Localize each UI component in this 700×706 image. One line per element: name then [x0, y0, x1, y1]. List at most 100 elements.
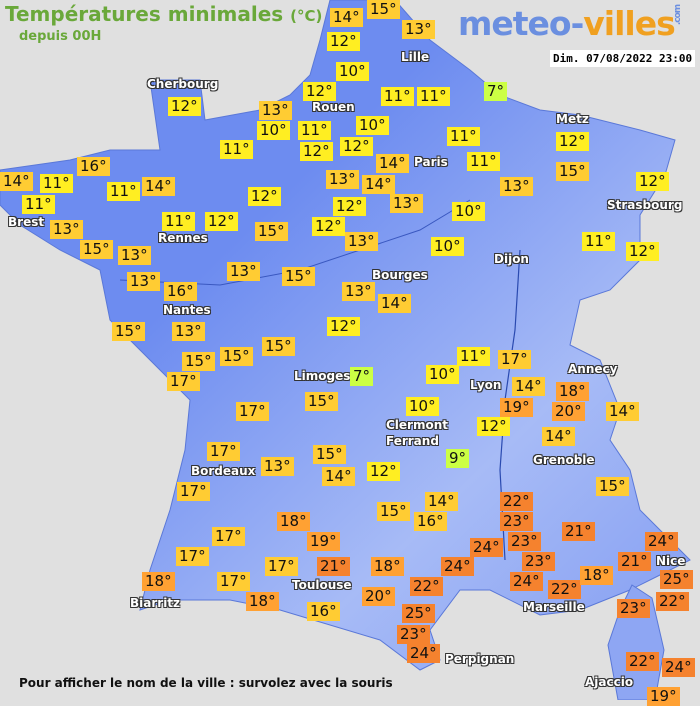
temperature-marker[interactable]: 17° [217, 572, 250, 591]
temperature-marker[interactable]: 12° [312, 217, 345, 236]
temperature-marker[interactable]: 17° [265, 557, 298, 576]
temperature-marker[interactable]: 16° [164, 282, 197, 301]
temperature-marker[interactable]: 15° [182, 352, 215, 371]
temperature-marker[interactable]: 18° [556, 382, 589, 401]
temperature-marker[interactable]: 15° [262, 337, 295, 356]
temperature-marker[interactable]: 21° [317, 557, 350, 576]
temperature-marker[interactable]: 22° [548, 580, 581, 599]
temperature-marker[interactable]: 11° [22, 195, 55, 214]
temperature-marker[interactable]: 19° [647, 687, 680, 706]
temperature-marker[interactable]: 15° [367, 0, 400, 19]
temperature-marker[interactable]: 14° [378, 294, 411, 313]
temperature-marker[interactable]: 23° [500, 512, 533, 531]
temperature-marker[interactable]: 22° [410, 577, 443, 596]
temperature-marker[interactable]: 10° [356, 116, 389, 135]
temperature-marker[interactable]: 7° [484, 82, 508, 101]
temperature-marker[interactable]: 16° [414, 512, 447, 531]
temperature-marker[interactable]: 15° [80, 240, 113, 259]
temperature-marker[interactable]: 15° [220, 347, 253, 366]
temperature-marker[interactable]: 10° [257, 121, 290, 140]
temperature-marker[interactable]: 11° [467, 152, 500, 171]
temperature-marker[interactable]: 17° [177, 482, 210, 501]
temperature-marker[interactable]: 16° [307, 602, 340, 621]
temperature-marker[interactable]: 11° [447, 127, 480, 146]
temperature-marker[interactable]: 18° [142, 572, 175, 591]
temperature-marker[interactable]: 13° [118, 246, 151, 265]
temperature-marker[interactable]: 12° [205, 212, 238, 231]
temperature-marker[interactable]: 11° [298, 121, 331, 140]
temperature-marker[interactable]: 7° [350, 367, 374, 386]
temperature-marker[interactable]: 13° [326, 170, 359, 189]
temperature-marker[interactable]: 22° [656, 592, 689, 611]
temperature-marker[interactable]: 15° [556, 162, 589, 181]
temperature-marker[interactable]: 24° [645, 532, 678, 551]
temperature-marker[interactable]: 9° [446, 449, 470, 468]
temperature-marker[interactable]: 15° [313, 445, 346, 464]
temperature-marker[interactable]: 15° [282, 267, 315, 286]
temperature-marker[interactable]: 14° [512, 377, 545, 396]
temperature-marker[interactable]: 24° [662, 658, 695, 677]
temperature-marker[interactable]: 10° [336, 62, 369, 81]
temperature-marker[interactable]: 15° [596, 477, 629, 496]
temperature-marker[interactable]: 11° [162, 212, 195, 231]
temperature-marker[interactable]: 12° [556, 132, 589, 151]
temperature-marker[interactable]: 17° [167, 372, 200, 391]
temperature-marker[interactable]: 13° [227, 262, 260, 281]
temperature-marker[interactable]: 12° [168, 97, 201, 116]
temperature-marker[interactable]: 14° [0, 172, 33, 191]
temperature-marker[interactable]: 18° [246, 592, 279, 611]
temperature-marker[interactable]: 20° [552, 402, 585, 421]
temperature-marker[interactable]: 11° [40, 174, 73, 193]
temperature-marker[interactable]: 11° [220, 140, 253, 159]
temperature-marker[interactable]: 22° [500, 492, 533, 511]
temperature-marker[interactable]: 12° [477, 417, 510, 436]
temperature-marker[interactable]: 12° [327, 32, 360, 51]
temperature-marker[interactable]: 25° [402, 604, 435, 623]
temperature-marker[interactable]: 17° [236, 402, 269, 421]
temperature-marker[interactable]: 20° [362, 587, 395, 606]
temperature-marker[interactable]: 14° [425, 492, 458, 511]
temperature-marker[interactable]: 11° [107, 182, 140, 201]
temperature-marker[interactable]: 10° [431, 237, 464, 256]
temperature-marker[interactable]: 13° [342, 282, 375, 301]
temperature-marker[interactable]: 12° [248, 187, 281, 206]
temperature-marker[interactable]: 23° [617, 599, 650, 618]
temperature-marker[interactable]: 19° [307, 532, 340, 551]
temperature-marker[interactable]: 13° [172, 322, 205, 341]
temperature-marker[interactable]: 25° [660, 570, 693, 589]
temperature-marker[interactable]: 12° [300, 142, 333, 161]
temperature-marker[interactable]: 18° [277, 512, 310, 531]
temperature-marker[interactable]: 12° [626, 242, 659, 261]
temperature-marker[interactable]: 23° [522, 552, 555, 571]
temperature-marker[interactable]: 15° [305, 392, 338, 411]
temperature-marker[interactable]: 24° [470, 538, 503, 557]
temperature-marker[interactable]: 14° [606, 402, 639, 421]
temperature-marker[interactable]: 14° [362, 175, 395, 194]
temperature-marker[interactable]: 24° [407, 644, 440, 663]
temperature-marker[interactable]: 12° [333, 197, 366, 216]
logo[interactable]: meteo-villes .com [458, 4, 684, 43]
temperature-marker[interactable]: 21° [618, 552, 651, 571]
temperature-marker[interactable]: 17° [176, 547, 209, 566]
temperature-marker[interactable]: 14° [542, 427, 575, 446]
temperature-marker[interactable]: 21° [562, 522, 595, 541]
temperature-marker[interactable]: 24° [441, 557, 474, 576]
temperature-marker[interactable]: 23° [508, 532, 541, 551]
temperature-marker[interactable]: 14° [322, 467, 355, 486]
temperature-marker[interactable]: 13° [500, 177, 533, 196]
temperature-marker[interactable]: 22° [626, 652, 659, 671]
temperature-marker[interactable]: 12° [303, 82, 336, 101]
temperature-marker[interactable]: 13° [127, 272, 160, 291]
temperature-marker[interactable]: 17° [498, 350, 531, 369]
temperature-marker[interactable]: 18° [580, 566, 613, 585]
temperature-marker[interactable]: 11° [381, 87, 414, 106]
temperature-marker[interactable]: 13° [402, 20, 435, 39]
temperature-marker[interactable]: 11° [582, 232, 615, 251]
temperature-marker[interactable]: 11° [417, 87, 450, 106]
temperature-marker[interactable]: 13° [390, 194, 423, 213]
temperature-marker[interactable]: 11° [457, 347, 490, 366]
temperature-marker[interactable]: 15° [255, 222, 288, 241]
temperature-marker[interactable]: 15° [377, 502, 410, 521]
temperature-marker[interactable]: 17° [207, 442, 240, 461]
temperature-marker[interactable]: 13° [50, 220, 83, 239]
